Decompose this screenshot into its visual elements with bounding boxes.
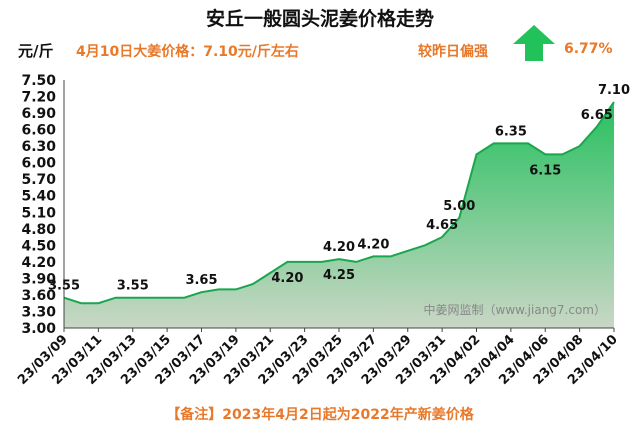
data-label: 3.55 <box>48 279 80 294</box>
data-label: 6.65 <box>581 108 613 123</box>
change-label: 较昨日偏强 <box>418 44 488 60</box>
y-tick-label: 7.20 <box>21 90 56 106</box>
change-value: 6.77% <box>564 41 613 57</box>
data-label: 4.20 <box>323 240 355 255</box>
y-tick-label: 7.50 <box>21 73 56 89</box>
watermark: 中姜网监制（www.jiang7.com） <box>424 302 606 317</box>
y-tick-label: 6.30 <box>21 139 56 155</box>
y-tick-label: 3.30 <box>21 304 56 320</box>
price-line <box>63 101 615 305</box>
chart-title: 安丘一般圆头泥姜价格走势 <box>205 8 434 30</box>
data-label: 4.20 <box>357 237 389 252</box>
y-tick-label: 4.80 <box>21 222 56 238</box>
footnote: 【备注】2023年4月2日起为2022年产新姜价格 <box>166 407 474 423</box>
unit-label: 元/斤 <box>18 42 54 60</box>
y-tick-label: 5.40 <box>21 189 56 205</box>
data-label: 4.25 <box>323 268 355 283</box>
data-label: 3.65 <box>185 273 217 288</box>
y-tick-label: 6.90 <box>21 106 56 122</box>
y-tick-label: 5.10 <box>21 205 56 221</box>
data-label: 6.15 <box>529 163 561 178</box>
price-text: 4月10日大姜价格：7.10元/斤左右 <box>76 44 299 60</box>
y-tick-label: 5.70 <box>21 172 56 188</box>
data-label: 6.35 <box>495 124 527 139</box>
y-tick-label: 3.00 <box>21 321 56 337</box>
data-label: 4.20 <box>271 271 303 286</box>
price-area <box>64 102 614 328</box>
data-label: 7.10 <box>598 83 630 98</box>
y-tick-label: 6.60 <box>21 123 56 139</box>
y-tick-label: 4.50 <box>21 238 56 254</box>
up-arrow-icon <box>513 25 555 61</box>
y-tick-label: 3.90 <box>21 271 56 287</box>
y-tick-label: 3.60 <box>21 288 56 304</box>
data-label: 3.55 <box>117 279 149 294</box>
y-tick-label: 4.20 <box>21 255 56 271</box>
y-tick-label: 6.00 <box>21 156 56 172</box>
data-label: 4.65 <box>426 218 458 233</box>
data-label: 5.00 <box>443 199 475 214</box>
